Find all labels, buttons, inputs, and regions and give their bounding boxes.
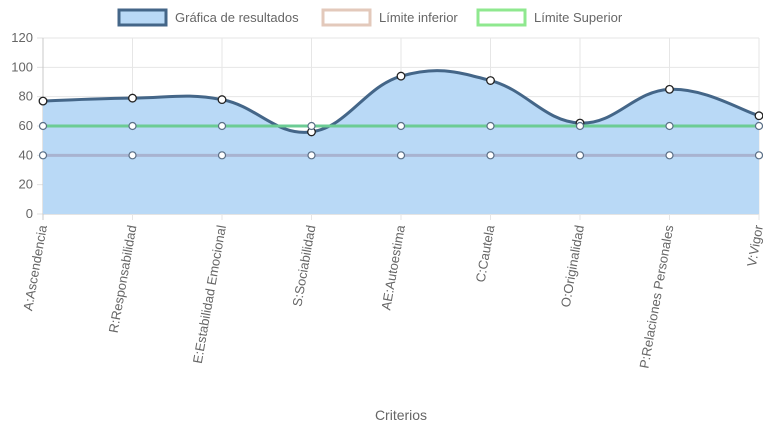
legend-swatch: [321, 8, 372, 27]
data-point[interactable]: [754, 151, 763, 160]
y-tick-label: 100: [11, 59, 33, 74]
data-point[interactable]: [486, 121, 495, 131]
data-point[interactable]: [128, 151, 137, 160]
series-area: [43, 70, 759, 214]
series-3: [38, 121, 763, 131]
data-point[interactable]: [128, 93, 137, 103]
series-2: [38, 151, 763, 160]
x-tick-label: O:Originalidad: [558, 224, 587, 308]
data-point[interactable]: [754, 111, 763, 121]
x-tick-label: R:Responsabilidad: [106, 224, 140, 334]
x-tick-label: E:Estabilidad Emocional: [190, 224, 229, 365]
legend: Gráfica de resultados Límite inferior Lími…: [117, 8, 623, 27]
x-axis-title: Criterios: [375, 407, 427, 423]
data-point[interactable]: [754, 121, 763, 131]
data-point[interactable]: [575, 121, 585, 131]
legend-label: Límite Superior: [534, 10, 623, 25]
data-point[interactable]: [38, 121, 48, 131]
data-point[interactable]: [665, 84, 674, 94]
y-tick-label: 120: [11, 30, 33, 45]
x-tick-label: P:Relaciones Personales: [636, 223, 676, 369]
x-tick-label: AE:Autoestima: [378, 223, 408, 311]
y-tick-label: 0: [26, 206, 33, 221]
data-point[interactable]: [38, 96, 48, 106]
legend-item-2[interactable]: Límite inferior: [321, 8, 458, 27]
data-point[interactable]: [396, 151, 406, 160]
x-axis: A:Ascendencia R:Responsabilidad E:Estabili…: [20, 223, 763, 369]
data-point[interactable]: [128, 121, 137, 131]
y-tick-label: 40: [19, 147, 33, 162]
legend-swatch: [476, 8, 527, 27]
data-point[interactable]: [486, 76, 495, 85]
data-point[interactable]: [217, 121, 227, 131]
series-1: [38, 69, 763, 214]
data-point[interactable]: [665, 151, 674, 160]
data-point[interactable]: [217, 151, 227, 160]
legend-item-1[interactable]: Gráfica de resultados: [117, 8, 299, 27]
data-point[interactable]: [486, 151, 495, 160]
legend-label: Límite inferior: [379, 10, 458, 25]
data-point[interactable]: [217, 95, 227, 105]
y-tick-label: 20: [19, 177, 33, 192]
data-point[interactable]: [396, 121, 406, 131]
legend-item-3[interactable]: Límite Superior: [476, 8, 623, 27]
legend-label: Gráfica de resultados: [175, 10, 299, 25]
x-tick-label: V:Vigor: [744, 223, 763, 268]
series-layer: [38, 69, 763, 214]
x-tick-label: C:Cautela: [473, 223, 498, 283]
y-tick-label: 80: [19, 89, 33, 104]
y-axis: 0 20 40 60 80 100 120: [11, 30, 33, 221]
legend-swatch: [117, 8, 168, 27]
data-point[interactable]: [396, 71, 406, 81]
y-tick-label: 60: [19, 118, 33, 133]
x-tick-label: S:Sociabilidad: [289, 224, 318, 308]
data-point[interactable]: [575, 151, 585, 160]
x-tick-label: A:Ascendencia: [20, 223, 50, 312]
data-point[interactable]: [665, 121, 674, 131]
data-point[interactable]: [307, 121, 316, 131]
data-point[interactable]: [307, 151, 316, 160]
data-point[interactable]: [38, 151, 48, 160]
